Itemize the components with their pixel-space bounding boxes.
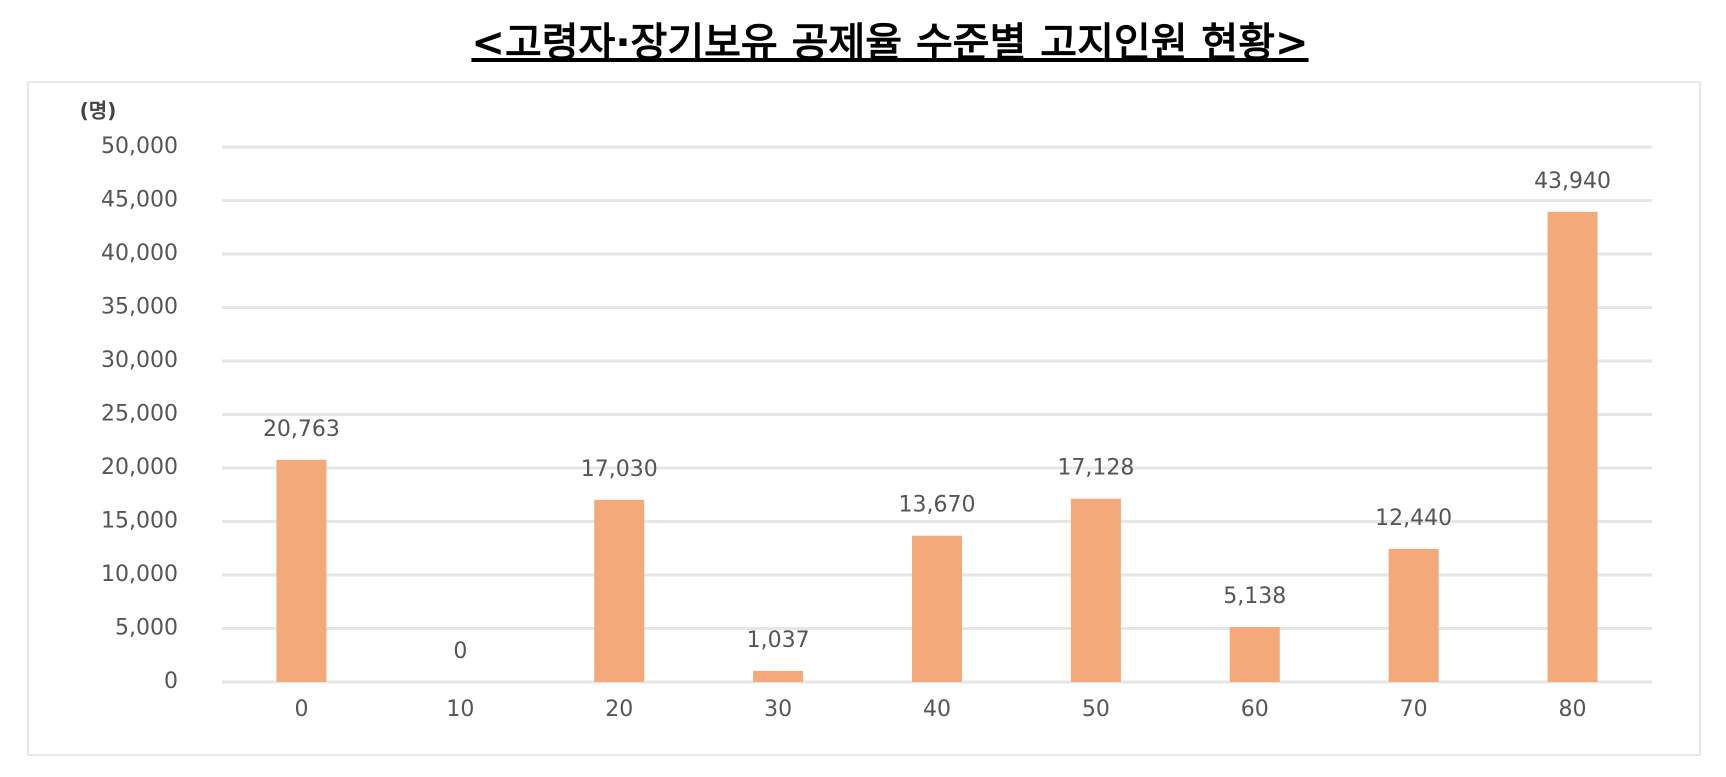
y-tick-label: 50,000 [101, 134, 178, 159]
value-label: 1,037 [747, 628, 810, 653]
plot-frame [27, 81, 1701, 756]
x-tick-label: 40 [923, 697, 951, 722]
y-tick-label: 30,000 [101, 348, 178, 373]
bar [912, 535, 962, 682]
value-label: 17,030 [581, 457, 658, 482]
bar [1388, 548, 1439, 682]
x-tick-label: 20 [605, 697, 633, 722]
y-tick-label: 0 [164, 669, 178, 694]
x-tick-label: 10 [446, 697, 474, 722]
value-label: 43,940 [1534, 169, 1611, 194]
value-label: 13,670 [899, 493, 976, 518]
y-tick-label: 5,000 [115, 616, 178, 641]
y-tick-label: 35,000 [101, 295, 178, 320]
x-tick-label: 50 [1082, 697, 1110, 722]
y-unit: (명) [80, 99, 117, 123]
bar [1547, 211, 1598, 683]
chart-title: <고령자·장기보유 공제율 수준별 고지인원 현황> [471, 20, 1308, 66]
bar [753, 670, 804, 682]
bar [1070, 498, 1121, 682]
y-tick-label: 10,000 [101, 562, 178, 587]
value-label: 5,138 [1223, 584, 1286, 609]
x-tick-label: 30 [764, 697, 792, 722]
x-tick-label: 70 [1400, 697, 1428, 722]
y-tick-label: 25,000 [101, 402, 178, 427]
x-tick-label: 80 [1559, 697, 1587, 722]
y-tick-label: 20,000 [101, 455, 178, 480]
value-label: 17,128 [1057, 456, 1134, 481]
value-label: 12,440 [1375, 506, 1452, 531]
bar [276, 459, 327, 682]
y-tick-label: 15,000 [101, 509, 178, 534]
bar [594, 499, 645, 682]
y-tick-label: 40,000 [101, 241, 178, 266]
x-tick-label: 60 [1241, 697, 1269, 722]
y-tick-label: 45,000 [101, 188, 178, 213]
x-tick-label: 0 [294, 697, 308, 722]
bar [1229, 627, 1280, 682]
value-label: 0 [453, 639, 467, 664]
value-label: 20,763 [263, 417, 340, 442]
